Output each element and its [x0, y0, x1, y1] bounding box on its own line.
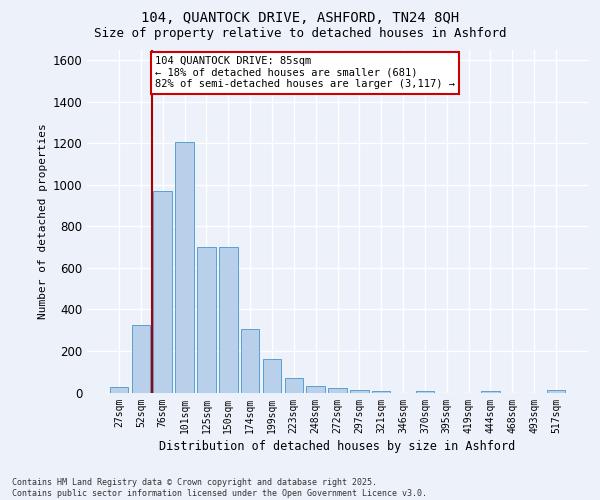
Bar	[110, 388, 128, 392]
Bar	[219, 247, 238, 392]
Text: Contains HM Land Registry data © Crown copyright and database right 2025.
Contai: Contains HM Land Registry data © Crown c…	[12, 478, 427, 498]
Bar	[307, 386, 325, 392]
Bar	[547, 390, 565, 392]
Bar	[284, 378, 303, 392]
Bar	[175, 142, 194, 392]
Text: 104, QUANTOCK DRIVE, ASHFORD, TN24 8QH: 104, QUANTOCK DRIVE, ASHFORD, TN24 8QH	[141, 11, 459, 25]
Text: 104 QUANTOCK DRIVE: 85sqm
← 18% of detached houses are smaller (681)
82% of semi: 104 QUANTOCK DRIVE: 85sqm ← 18% of detac…	[155, 56, 455, 90]
Bar	[263, 360, 281, 392]
Y-axis label: Number of detached properties: Number of detached properties	[38, 124, 48, 319]
Bar	[241, 329, 259, 392]
Bar	[154, 191, 172, 392]
X-axis label: Distribution of detached houses by size in Ashford: Distribution of detached houses by size …	[160, 440, 515, 452]
Bar	[350, 390, 368, 392]
Bar	[131, 325, 150, 392]
Bar	[328, 388, 347, 392]
Text: Size of property relative to detached houses in Ashford: Size of property relative to detached ho…	[94, 28, 506, 40]
Bar	[197, 247, 216, 392]
